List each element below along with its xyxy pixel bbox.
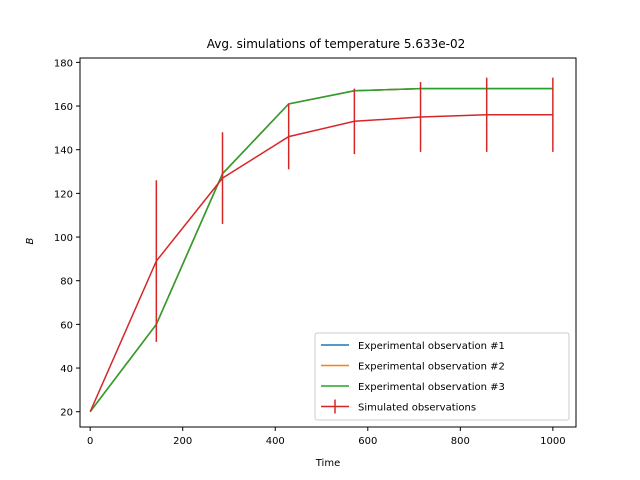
legend-label-1: Experimental observation #1 — [358, 341, 505, 352]
x-tick-label: 1000 — [540, 436, 565, 447]
x-tick-label: 600 — [358, 436, 377, 447]
x-tick-label: 0 — [87, 436, 93, 447]
series-line-4 — [89, 114, 553, 413]
legend-label-4: Simulated observations — [358, 403, 476, 414]
legend-box — [314, 332, 570, 421]
x-tick-label: 800 — [451, 436, 470, 447]
x-axis-label: Time — [315, 458, 340, 469]
y-tick-label: 100 — [54, 233, 73, 244]
y-tick-label: 80 — [60, 277, 73, 288]
x-tick-label: 200 — [173, 436, 192, 447]
series-line-3 — [89, 87, 553, 413]
y-tick-label: 60 — [60, 320, 73, 331]
y-axis: 20 40 60 80 100 120 140 160 180 — [54, 58, 80, 419]
legend-label-3: Experimental observation #3 — [358, 382, 505, 393]
legend-label-2: Experimental observation #2 — [358, 362, 505, 373]
x-axis: 0 200 400 600 800 1000 — [87, 427, 566, 447]
plot-area — [89, 77, 554, 413]
y-axis-label: B — [25, 237, 36, 244]
y-tick-label: 120 — [54, 189, 73, 200]
y-tick-label: 40 — [60, 364, 73, 375]
y-tick-label: 180 — [54, 58, 73, 69]
legend: Experimental observation #1 Experimental … — [314, 332, 570, 421]
y-tick-label: 140 — [54, 146, 73, 157]
x-tick-label: 400 — [266, 436, 285, 447]
y-tick-label: 20 — [60, 408, 73, 419]
plot-frame — [79, 57, 577, 428]
chart-title: Avg. simulations of temperature 5.633e-0… — [207, 37, 465, 51]
y-tick-label: 160 — [54, 102, 73, 113]
